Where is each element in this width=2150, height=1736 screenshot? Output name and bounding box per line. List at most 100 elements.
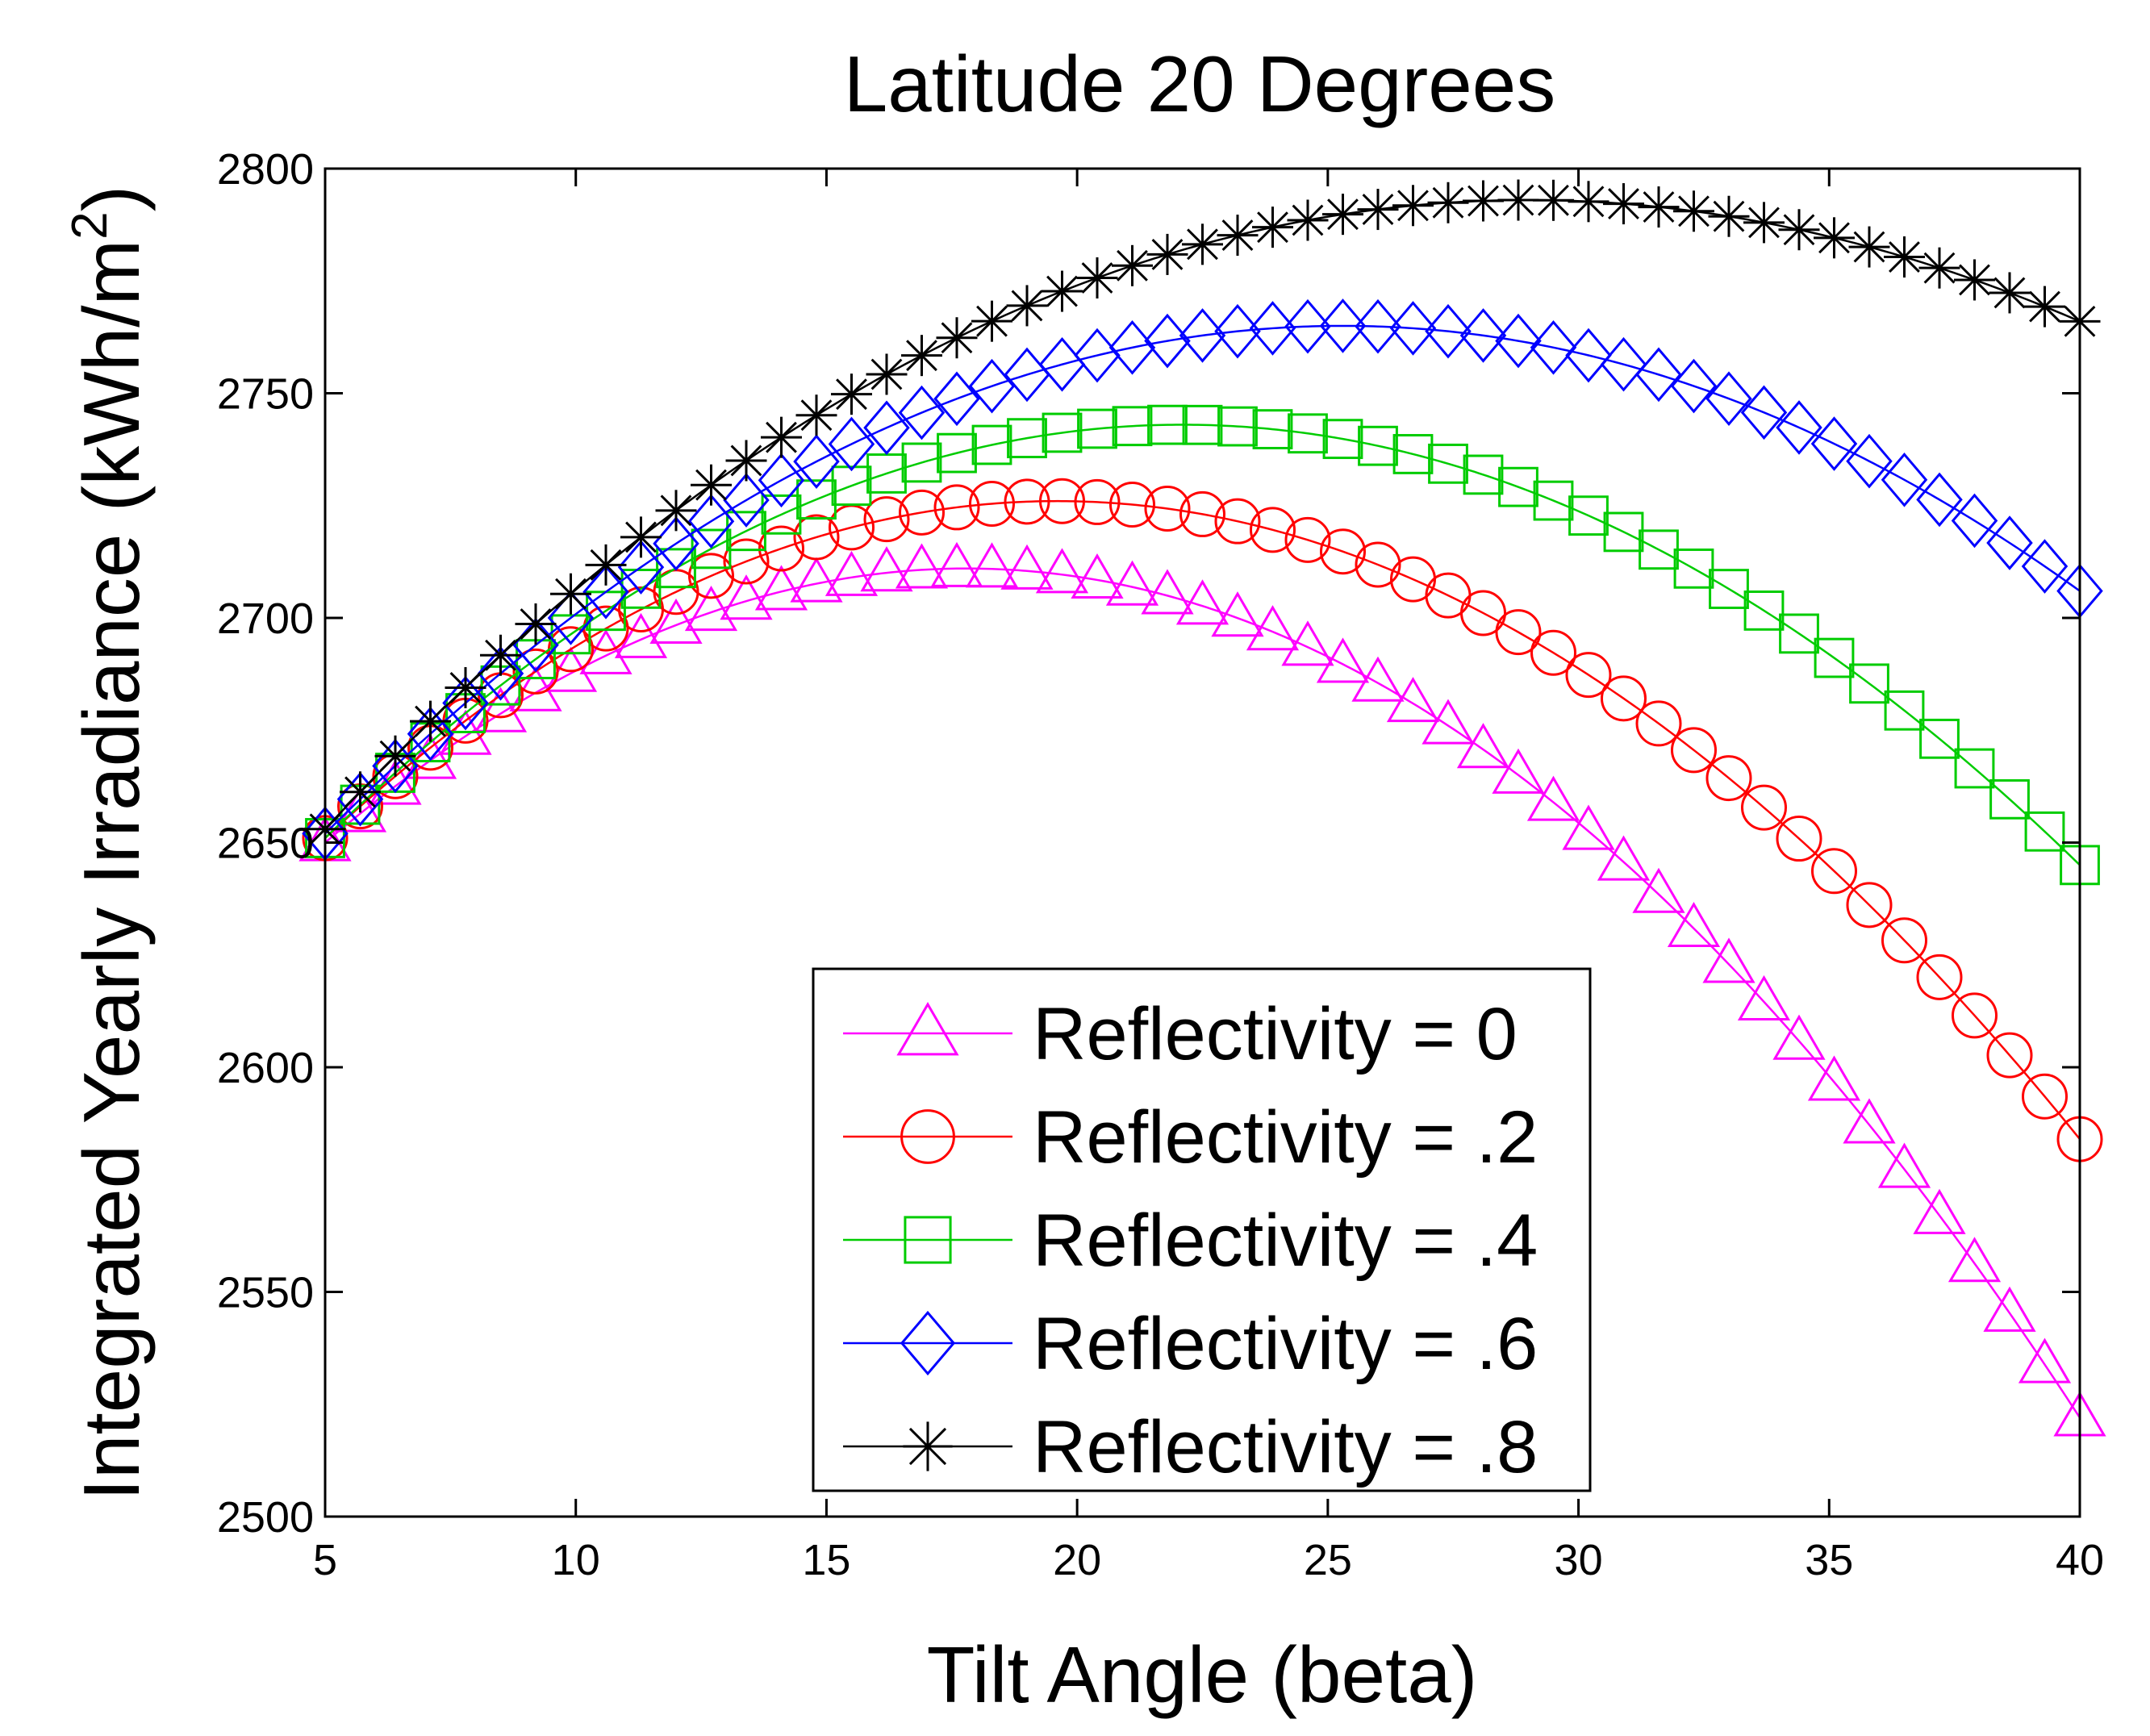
legend-label: Reflectivity = .2	[1033, 1096, 1538, 1179]
series-1	[302, 478, 2103, 1162]
series-marker	[614, 612, 668, 658]
legend-label: Reflectivity = .8	[1033, 1406, 1538, 1488]
series-marker	[723, 538, 770, 585]
series-marker	[550, 614, 591, 655]
series-marker	[410, 700, 451, 742]
series-marker	[1217, 406, 1258, 447]
series-marker	[649, 598, 703, 645]
series-marker	[1986, 515, 2033, 570]
series-marker	[480, 634, 521, 676]
series-marker	[1284, 298, 1331, 354]
series-marker	[726, 511, 766, 552]
series-marker	[1848, 226, 1890, 268]
series-marker	[1144, 486, 1191, 532]
series-marker	[1530, 629, 1576, 676]
series-marker	[1460, 590, 1506, 636]
legend-marker	[904, 1216, 952, 1264]
series-marker	[1182, 223, 1223, 265]
x-tick-label: 5	[313, 1536, 337, 1584]
series-marker	[1601, 675, 1647, 722]
series-marker	[1916, 954, 1963, 1000]
series-marker	[1597, 835, 1651, 881]
series-marker	[1249, 301, 1296, 356]
series-marker	[1004, 478, 1050, 525]
series-marker	[1952, 992, 1998, 1039]
series-marker	[1708, 195, 1750, 237]
series-marker	[1392, 185, 1434, 227]
series-marker	[1355, 298, 1401, 354]
series-marker	[933, 371, 980, 427]
series-marker	[1322, 419, 1363, 460]
series-marker	[1877, 1142, 1931, 1188]
series-marker	[1389, 301, 1437, 356]
series-marker	[866, 353, 908, 395]
series-marker	[1495, 313, 1542, 369]
series-marker	[1913, 1188, 1966, 1234]
series-3	[302, 298, 2103, 862]
x-tick-label: 25	[1304, 1536, 1352, 1584]
series-marker	[1814, 637, 1855, 678]
series-marker	[1456, 723, 1510, 769]
series-marker	[1881, 452, 1928, 507]
y-tick-label: 2600	[217, 1044, 314, 1092]
series-marker	[790, 557, 843, 603]
series-marker	[1843, 1098, 1896, 1144]
series-marker	[1217, 215, 1259, 257]
series-marker	[1459, 308, 1507, 363]
series-marker	[793, 434, 840, 489]
series-layer	[298, 179, 2106, 1437]
series-marker	[1175, 579, 1229, 625]
series-marker	[1105, 560, 1159, 606]
series-marker	[1357, 189, 1399, 231]
legend-entry: Reflectivity = .6	[843, 1303, 1538, 1385]
series-marker	[1179, 490, 1225, 537]
series-marker	[340, 771, 381, 813]
series-marker	[2024, 286, 2065, 328]
x-tick-label: 10	[552, 1536, 600, 1584]
x-axis-label: Tilt Angle (beta)	[927, 1630, 1478, 1719]
series-marker	[1740, 385, 1788, 440]
series-marker	[407, 706, 454, 762]
series-marker	[1565, 328, 1612, 383]
series-marker	[684, 586, 738, 632]
series-marker	[374, 735, 416, 777]
legend-box	[812, 967, 1592, 1492]
series-marker	[723, 473, 770, 528]
series-marker	[653, 516, 699, 571]
series-marker	[863, 400, 910, 456]
series-marker	[1077, 408, 1117, 449]
series-marker	[828, 416, 875, 472]
series-marker	[1146, 233, 1188, 275]
series-marker	[1702, 937, 1755, 983]
series-marker	[1035, 548, 1089, 594]
series-marker	[1919, 718, 1960, 759]
series-marker	[1670, 358, 1718, 414]
series-marker	[1284, 516, 1331, 563]
series-marker	[620, 568, 662, 609]
series-marker	[1076, 257, 1118, 299]
y-axis-label-superscript: 2	[62, 211, 118, 239]
series-marker	[1779, 613, 1819, 654]
series-marker	[1743, 590, 1785, 631]
series-marker	[1635, 700, 1682, 747]
series-marker	[1673, 548, 1714, 589]
series-marker	[1989, 272, 2031, 314]
series-marker	[720, 574, 773, 620]
series-marker	[1007, 418, 1047, 459]
series-marker	[1562, 804, 1615, 850]
series-marker	[1916, 472, 1963, 528]
series-marker	[1042, 270, 1083, 312]
series-marker	[1846, 882, 1893, 929]
series-marker	[1776, 816, 1822, 862]
series-marker	[1355, 541, 1401, 588]
series-marker	[1319, 298, 1367, 353]
series-marker	[933, 484, 980, 531]
series-marker	[1006, 285, 1048, 327]
series-marker	[1071, 553, 1124, 599]
series-marker	[1709, 569, 1749, 609]
series-marker	[1948, 1237, 2002, 1283]
series-marker	[793, 514, 840, 561]
series-marker	[895, 543, 949, 589]
series-marker	[585, 544, 627, 586]
